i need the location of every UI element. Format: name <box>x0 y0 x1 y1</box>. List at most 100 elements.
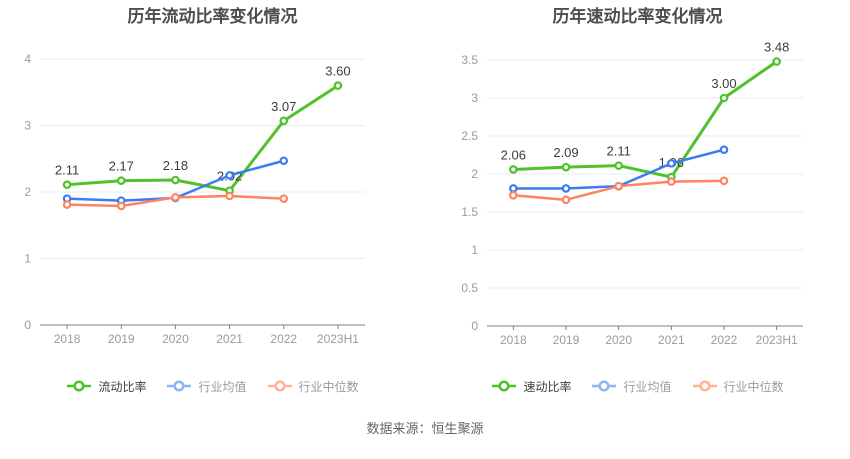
data-point <box>614 161 623 170</box>
legend-item-2[interactable]: 行业中位数 <box>692 378 784 395</box>
legend: 流动比率 行业均值 行业中位数 <box>0 378 425 394</box>
series-0 <box>62 81 343 195</box>
legend-item-1[interactable]: 行业均值 <box>166 378 247 395</box>
y-tick-label: 4 <box>24 52 31 66</box>
data-point <box>772 57 781 66</box>
legend-label: 行业均值 <box>623 379 672 394</box>
series-2 <box>62 191 289 211</box>
series-2 <box>509 176 729 205</box>
data-point <box>116 201 126 211</box>
x-tick-label: 2019 <box>108 332 135 346</box>
legend-label: 行业均值 <box>198 379 247 394</box>
line-plot: 0 0.5 1 1.5 2 2.5 3 3.5 2018 2019 2020 2021 2022 2023… <box>461 40 803 347</box>
legend-label: 行业中位数 <box>723 379 784 394</box>
data-point <box>509 190 518 200</box>
legend: 速动比率 行业均值 行业中位数 <box>425 378 850 394</box>
y-tick-label: 0 <box>471 319 478 333</box>
legend-label: 速动比率 <box>523 379 572 394</box>
y-tick-label: 3 <box>471 91 478 105</box>
data-point <box>561 162 571 172</box>
data-label: 2.11 <box>606 144 630 159</box>
legend-line-icon <box>492 380 517 392</box>
x-tick-label: 2021 <box>658 333 685 347</box>
y-tick-label: 1 <box>471 243 478 257</box>
data-point <box>116 176 126 185</box>
data-point <box>279 156 289 166</box>
data-point <box>333 81 343 90</box>
data-labels: 2.062.092.111.963.003.48 <box>501 40 790 171</box>
y-tick-label: 0 <box>24 318 31 332</box>
data-point <box>171 175 180 185</box>
y-tick-label: 3 <box>24 119 31 133</box>
series-0 <box>509 57 781 182</box>
data-point <box>279 194 289 203</box>
ratio-charts-panel: 历年流动比率变化情况 0 1 2 3 4 2018 2019 2020 2021 2022 2023… <box>0 0 850 436</box>
charts-row: 历年流动比率变化情况 0 1 2 3 4 2018 2019 2020 2021 2022 2023… <box>0 0 850 394</box>
data-label: 2.09 <box>553 145 578 160</box>
data-point <box>719 176 729 186</box>
data-label: 2.17 <box>109 159 134 174</box>
data-point <box>225 191 234 201</box>
data-source-note: 数据来源：恒生聚源 <box>366 421 484 436</box>
legend-line-icon <box>267 380 292 392</box>
legend-item-2[interactable]: 行业中位数 <box>267 378 359 395</box>
data-point <box>614 181 623 191</box>
legend-line-icon <box>692 380 717 392</box>
data-label: 2.18 <box>163 158 188 173</box>
data-point <box>62 200 72 209</box>
line-plot: 0 1 2 3 4 2018 2019 2020 2021 2022 2023H1 2.11 2.17 2… <box>24 52 365 346</box>
chart-title: 历年流动比率变化情况 <box>127 7 298 26</box>
data-point <box>225 171 234 180</box>
chart-quick-ratio: 历年速动比率变化情况 0 0.5 1 1.5 2 2.5 3 3.5 2018 2019 2020 2… <box>425 0 850 394</box>
legend-line-icon <box>67 380 92 392</box>
x-axis: 2018 2019 2020 2021 2022 2023H1 <box>54 325 359 346</box>
chart-current-ratio: 历年流动比率变化情况 0 1 2 3 4 2018 2019 2020 2021 2022 2023… <box>0 0 425 394</box>
chart-title: 历年速动比率变化情况 <box>552 7 723 26</box>
legend-label: 行业中位数 <box>298 379 359 394</box>
data-point <box>561 195 571 205</box>
data-label: 2.06 <box>501 147 526 162</box>
y-tick-label: 1.5 <box>461 205 478 219</box>
data-labels: 2.112.172.182.023.073.60 <box>55 64 351 184</box>
x-tick-label: 2021 <box>216 332 243 346</box>
legend-item-0[interactable]: 流动比率 <box>66 378 146 395</box>
x-tick-label: 2018 <box>500 333 527 347</box>
x-tick-label: 2022 <box>270 332 297 346</box>
x-tick-label: 2018 <box>54 332 81 346</box>
y-tick-label: 2.5 <box>461 129 478 143</box>
data-label: 2.11 <box>55 163 79 178</box>
legend-item-1[interactable]: 行业均值 <box>591 378 672 395</box>
x-tick-label: 2022 <box>711 333 738 347</box>
y-grid: 0 0.5 1 1.5 2 2.5 3 3.5 <box>461 53 803 333</box>
y-tick-label: 2 <box>471 167 478 181</box>
y-tick-label: 1 <box>24 252 31 266</box>
x-tick-label: 2020 <box>605 333 632 347</box>
data-point <box>509 165 518 174</box>
legend-label: 流动比率 <box>98 379 147 394</box>
data-point <box>561 184 571 193</box>
legend-line-icon <box>167 380 192 392</box>
data-label: 3.60 <box>325 64 350 79</box>
x-tick-label: 2020 <box>162 332 189 346</box>
x-tick-label: 2023H1 <box>756 333 798 347</box>
y-tick-label: 3.5 <box>461 53 478 67</box>
x-tick-label: 2019 <box>553 333 580 347</box>
y-tick-label: 2 <box>24 185 31 199</box>
legend-line-icon <box>592 380 617 392</box>
data-point <box>667 159 676 168</box>
data-point <box>171 193 180 202</box>
data-point <box>667 177 676 186</box>
x-tick-label: 2023H1 <box>317 332 359 346</box>
legend-item-0[interactable]: 速动比率 <box>491 378 571 395</box>
data-label: 3.48 <box>764 40 789 55</box>
data-point <box>509 184 518 193</box>
data-label: 3.00 <box>711 76 736 91</box>
data-point <box>62 180 72 189</box>
data-point <box>719 145 729 154</box>
y-tick-label: 0.5 <box>461 281 478 295</box>
data-point <box>279 116 289 126</box>
data-label: 3.07 <box>271 99 296 114</box>
data-point <box>719 93 729 103</box>
y-grid: 0 1 2 3 4 <box>24 52 365 332</box>
x-axis: 2018 2019 2020 2021 2022 2023H1 <box>500 326 798 347</box>
